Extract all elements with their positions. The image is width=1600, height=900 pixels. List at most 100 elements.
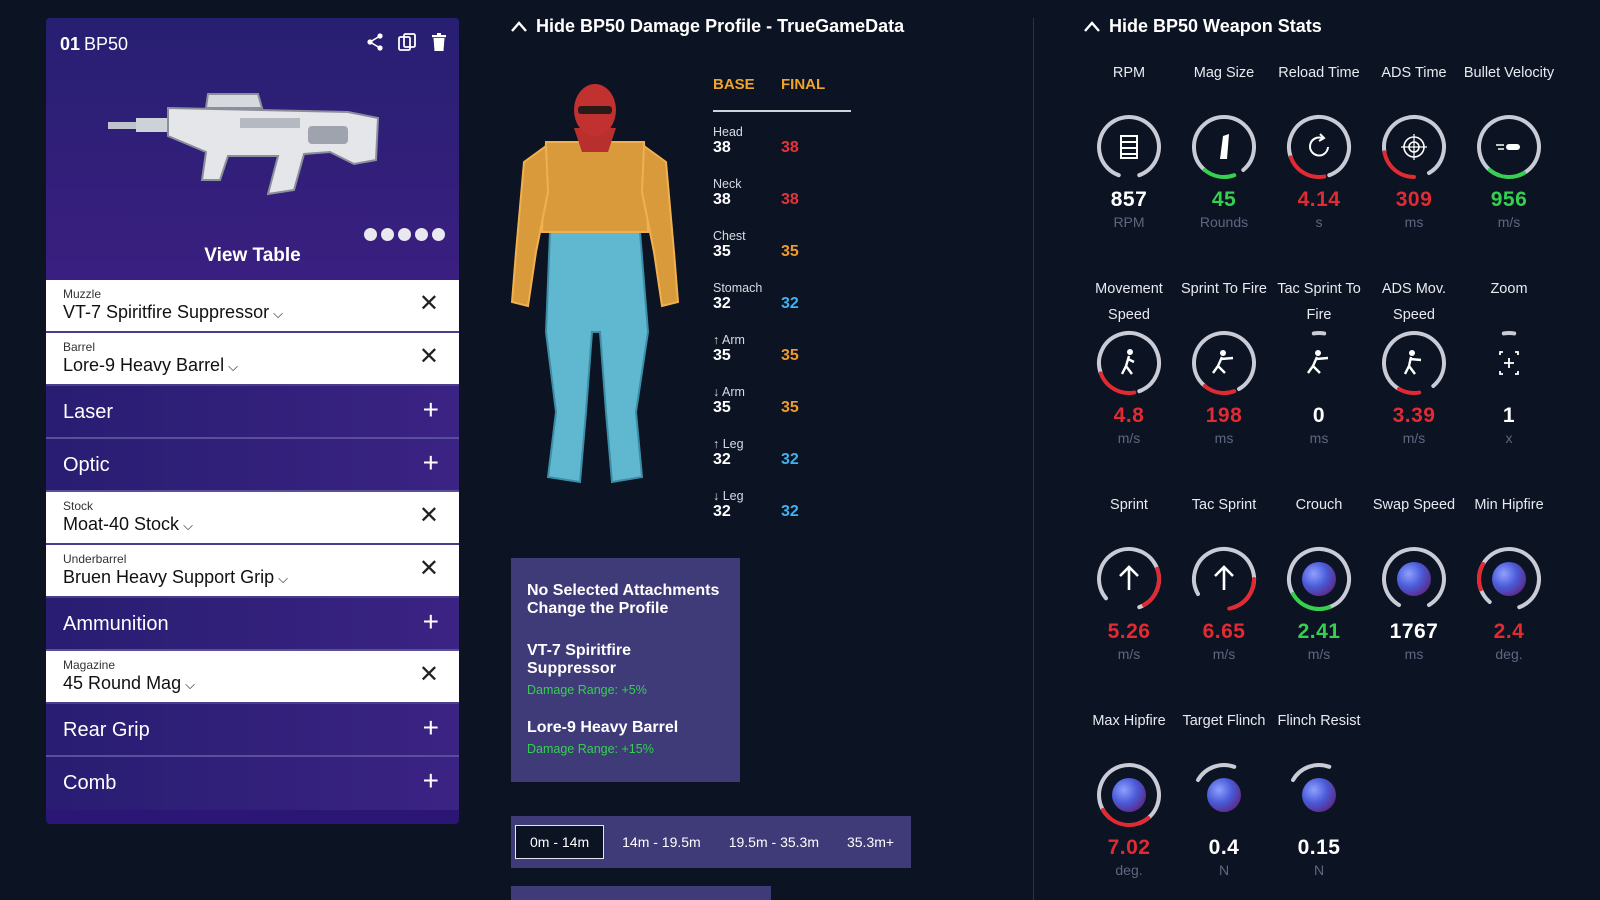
remove-icon[interactable]: ✕ [418, 661, 439, 688]
stat-gauge [1287, 115, 1351, 179]
attachment-effect: Damage Range: +5% [527, 683, 647, 697]
remove-icon[interactable]: ✕ [418, 343, 439, 370]
arrow-up-icon [1119, 565, 1139, 590]
attachment-effect: Damage Range: +15% [527, 742, 654, 756]
stat-label: Max Hipfire [1092, 713, 1166, 729]
slot-category: Magazine [63, 658, 116, 672]
slot-value-dropdown[interactable]: Lore-9 Heavy Barrel ⌵ [63, 355, 238, 375]
stat-unit: ms [1404, 214, 1424, 230]
orb-icon [1492, 562, 1526, 596]
stat-unit: x [1505, 430, 1513, 446]
damage-row: Chest 35 35 [713, 229, 853, 275]
stat-value: 1767 [1389, 620, 1439, 643]
add-icon[interactable]: + [422, 606, 439, 637]
damage-row: Head 38 38 [713, 125, 853, 171]
add-icon[interactable]: + [422, 394, 439, 425]
base-damage: 35 [713, 399, 731, 416]
stat-unit: N [1218, 862, 1230, 878]
slot-optic[interactable]: Optic + [46, 439, 459, 492]
weapon-stats-title: Hide BP50 Weapon Stats [1109, 16, 1322, 36]
body-part-label: Chest [713, 229, 746, 243]
slot-rear-grip[interactable]: Rear Grip + [46, 704, 459, 757]
stat-gauge [1196, 763, 1241, 812]
stat-reload-time: Reload Time 4.14 s [1272, 60, 1366, 230]
range-tab[interactable]: 19.5m - 35.3m [728, 834, 819, 850]
stat-label: Sprint To Fire [1181, 281, 1267, 297]
copy-icon[interactable] [397, 32, 417, 52]
stat-gauge [1097, 115, 1161, 178]
stat-unit: s [1315, 214, 1323, 230]
slot-comb[interactable]: Comb + [46, 757, 459, 810]
stat-value: 2.41 [1297, 620, 1341, 643]
stat-label: Crouch [1295, 497, 1343, 513]
stat-gauge [1291, 763, 1336, 812]
stat-gauge [1287, 547, 1351, 611]
slot-value-dropdown[interactable]: Moat-40 Stock ⌵ [63, 514, 193, 534]
final-damage: 32 [781, 295, 799, 312]
stat-target-flinch: Target Flinch 0.4 N [1177, 708, 1271, 878]
stat-label: Target Flinch [1182, 713, 1266, 729]
final-damage: 32 [781, 451, 799, 468]
slot-muzzle[interactable]: Muzzle VT-7 Spiritfire Suppressor ⌵ ✕ [46, 280, 459, 333]
slot-underbarrel[interactable]: Underbarrel Bruen Heavy Support Grip ⌵ ✕ [46, 545, 459, 598]
range-tab[interactable]: 14m - 19.5m [622, 834, 701, 850]
stat-label: ADS Mov. Speed [1381, 281, 1447, 323]
chevron-down-icon: ⌵ [278, 571, 288, 586]
add-icon[interactable]: + [422, 712, 439, 743]
slot-ammunition[interactable]: Ammunition + [46, 598, 459, 651]
body-part-label: ↑ Leg [713, 437, 744, 451]
remove-icon[interactable]: ✕ [418, 502, 439, 529]
stat-value: 956 [1490, 188, 1528, 211]
body-part-label: ↓ Leg [713, 489, 744, 503]
slot-magazine[interactable]: Magazine 45 Round Mag ⌵ ✕ [46, 651, 459, 704]
orb-icon [1207, 778, 1241, 812]
slot-value-dropdown[interactable]: Bruen Heavy Support Grip ⌵ [63, 567, 288, 587]
share-icon[interactable] [365, 32, 385, 52]
remove-icon[interactable]: ✕ [418, 290, 439, 317]
secondary-range-bar [511, 886, 771, 900]
weapon-name: BP50 [84, 34, 129, 54]
damage-row: Stomach 32 32 [713, 281, 853, 327]
damage-profile-toggle[interactable]: Hide BP50 Damage Profile - TrueGameData [510, 16, 904, 37]
trash-icon[interactable] [429, 32, 449, 52]
ads-walk-icon [1403, 350, 1422, 375]
stat-value: 45 [1211, 188, 1237, 211]
stat-label: RPM [1112, 65, 1146, 81]
slot-category: Barrel [63, 340, 96, 354]
base-damage: 35 [713, 347, 731, 364]
orb-icon [1302, 778, 1336, 812]
slot-value-dropdown[interactable]: VT-7 Spiritfire Suppressor ⌵ [63, 302, 283, 322]
weapon-stats-toggle[interactable]: Hide BP50 Weapon Stats [1083, 16, 1322, 37]
weapon-image [108, 93, 380, 196]
add-icon[interactable]: + [422, 447, 439, 478]
range-tab[interactable]: 0m - 14m [515, 825, 605, 859]
stat-value: 857 [1110, 188, 1148, 211]
slot-stock[interactable]: Stock Moat-40 Stock ⌵ ✕ [46, 492, 459, 545]
damage-row: ↑ Arm 35 35 [713, 333, 853, 379]
stat-bullet-velocity: Bullet Velocity 956 m/s [1462, 60, 1556, 230]
chevron-up-icon [511, 20, 527, 32]
slot-barrel[interactable]: Barrel Lore-9 Heavy Barrel ⌵ ✕ [46, 333, 459, 386]
chevron-down-icon: ⌵ [183, 518, 193, 533]
base-damage: 38 [713, 191, 731, 208]
bullet-velocity-icon [1496, 144, 1520, 150]
chevron-down-icon: ⌵ [228, 359, 238, 374]
range-tab[interactable]: 35.3m+ [846, 834, 895, 850]
weapon-header: 01 BP50 View Table [46, 18, 459, 280]
stat-value: 0.4 [1208, 836, 1240, 859]
final-damage: 35 [781, 347, 799, 364]
slot-laser[interactable]: Laser + [46, 386, 459, 439]
stat-ads-mov-speed: ADS Mov. Speed 3.39 m/s [1367, 276, 1461, 446]
view-table-button[interactable]: View Table [204, 245, 301, 266]
remove-icon[interactable]: ✕ [418, 555, 439, 582]
slot-value-dropdown[interactable]: 45 Round Mag ⌵ [63, 673, 195, 693]
stat-label: Flinch Resist [1277, 713, 1361, 729]
stat-label: Min Hipfire [1474, 497, 1544, 513]
slot-name: Laser [63, 401, 114, 423]
stat-unit: N [1313, 862, 1325, 878]
stat-unit: deg. [1495, 646, 1523, 662]
base-damage: 32 [713, 451, 731, 468]
add-icon[interactable]: + [422, 765, 439, 796]
stat-value: 3.39 [1392, 404, 1436, 427]
slot-name: Ammunition [63, 613, 169, 635]
